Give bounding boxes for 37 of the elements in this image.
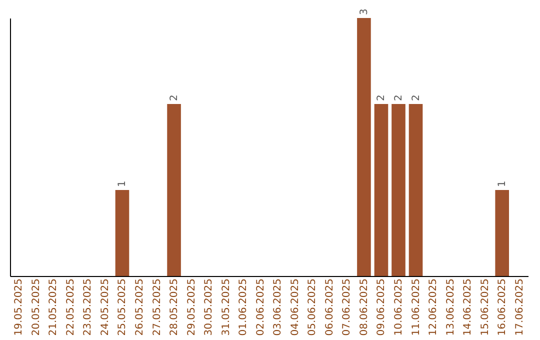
x-tick-label: 19.05.2025	[14, 278, 25, 336]
x-tick-label: 28.05.2025	[169, 278, 180, 336]
x-tick-label: 20.05.2025	[30, 278, 42, 336]
x-tick-label: 09.06.2025	[376, 278, 388, 336]
x-tick-label: 04.06.2025	[290, 278, 301, 336]
x-tick-label: 30.05.2025	[204, 278, 215, 336]
x-tick-label: 29.05.2025	[186, 278, 198, 336]
x-tick-label: 25.05.2025	[117, 278, 128, 336]
data-label: 3	[358, 8, 370, 15]
x-tick-label: 21.05.2025	[48, 278, 60, 336]
x-tick-label: 16.06.2025	[497, 278, 508, 336]
x-tick-label: 13.06.2025	[445, 278, 456, 336]
data-label: 2	[169, 94, 180, 101]
x-tick-label: 27.05.2025	[152, 278, 163, 336]
x-tick-label: 05.06.2025	[307, 278, 318, 336]
x-tick-label: 08.06.2025	[358, 278, 370, 336]
x-tick-label: 01.06.2025	[238, 278, 250, 336]
x-tick-label: 03.06.2025	[272, 278, 284, 336]
data-label: 1	[117, 180, 128, 187]
x-tick-label: 12.06.2025	[428, 278, 440, 336]
x-tick-label: 24.05.2025	[100, 278, 111, 336]
data-label: 2	[410, 94, 422, 101]
x-tick-label: 07.06.2025	[342, 278, 353, 336]
x-tick-label: 26.05.2025	[134, 278, 146, 336]
x-tick-label: 31.05.2025	[220, 278, 232, 336]
x-tick-label: 17.06.2025	[514, 278, 526, 336]
x-tick-label: 02.06.2025	[255, 278, 266, 336]
data-label: 1	[497, 180, 508, 187]
x-tick-label: 06.06.2025	[324, 278, 336, 336]
data-label: 2	[394, 94, 404, 101]
data-label: 2	[376, 94, 388, 101]
x-tick-label: 14.06.2025	[462, 278, 474, 336]
x-tick-label: 15.06.2025	[480, 278, 491, 336]
x-tick-label: 23.05.2025	[82, 278, 94, 336]
x-tick-label: 10.06.2025	[394, 278, 404, 336]
x-tick-label: 11.06.2025	[410, 278, 422, 336]
x-tick-label: 22.05.2025	[65, 278, 76, 336]
